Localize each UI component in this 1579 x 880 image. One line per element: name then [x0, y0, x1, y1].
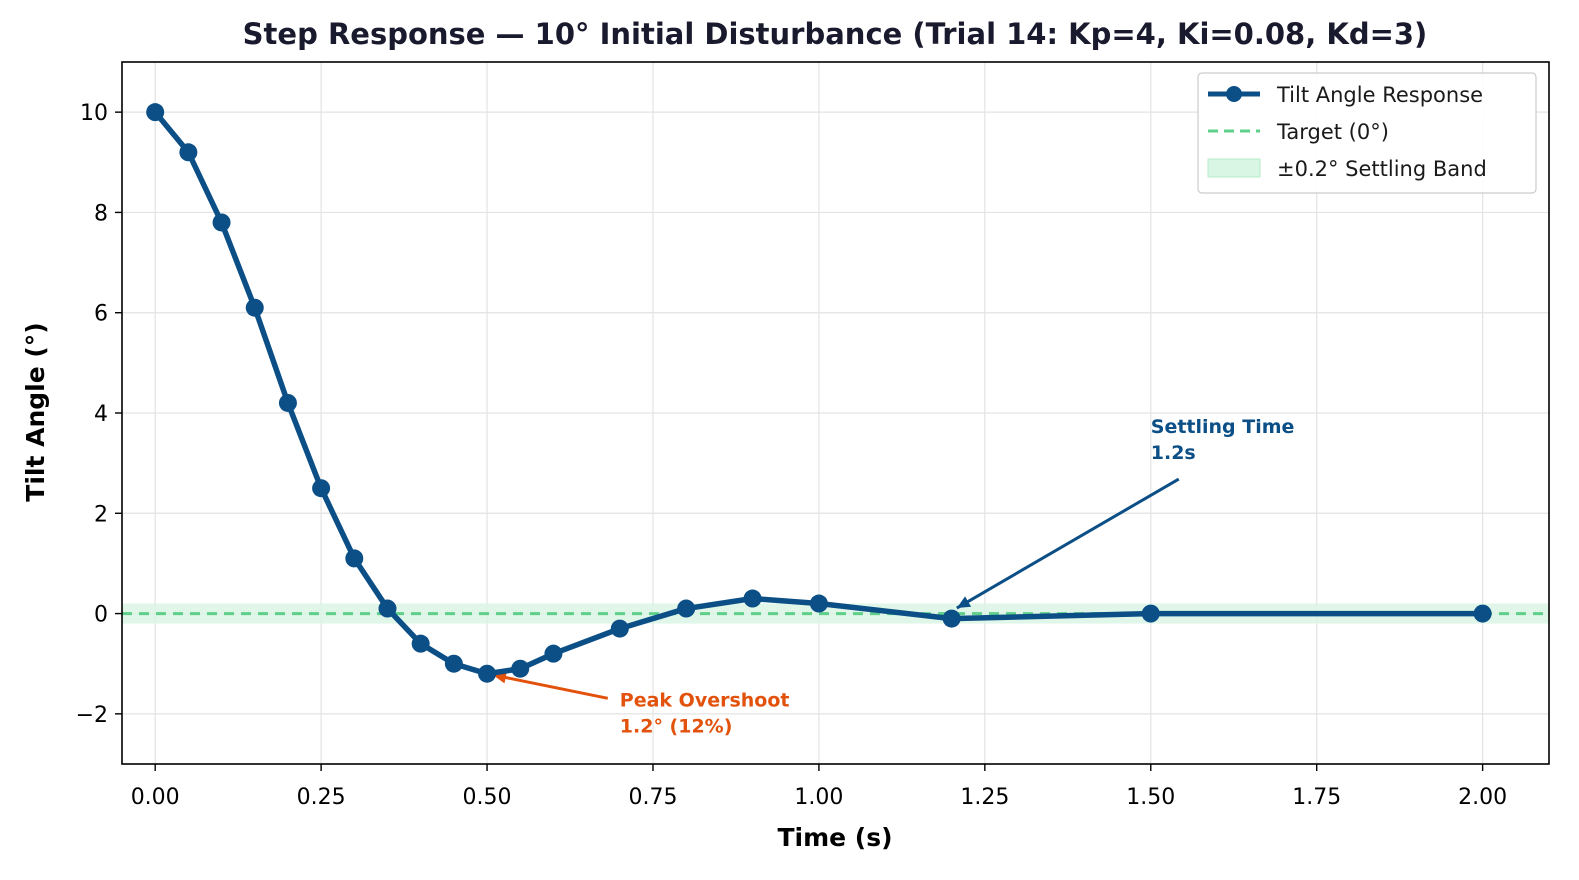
- y-tick-label: 10: [80, 101, 108, 126]
- x-axis-ticks: 0.00 0.25 0.50 0.75 1.00 1.25 1.50 1.75 2.00: [131, 764, 1507, 810]
- x-tick-label: 0.25: [297, 785, 346, 810]
- series-line-tilt-angle: [153, 110, 1483, 677]
- annotation-texts: Peak Overshoot 1.2° (12%) Settling Time 1.2…: [620, 416, 1295, 737]
- y-tick-label: 4: [94, 402, 108, 427]
- x-axis-label: Time (s): [777, 823, 892, 852]
- y-axis-ticks: −2 0 2 4 6 8 10: [76, 101, 122, 728]
- data-point: [478, 664, 497, 683]
- legend-box: [1197, 72, 1537, 194]
- legend-swatch-band: [1207, 158, 1261, 178]
- x-tick-label: 1.50: [1126, 785, 1175, 810]
- y-axis-label: Tilt Angle (°): [21, 322, 50, 501]
- data-point: [1141, 604, 1160, 623]
- data-point: [411, 634, 430, 653]
- data-point: [378, 599, 397, 618]
- data-points: [146, 103, 1492, 683]
- data-point: [677, 599, 696, 618]
- annotation-arrow-line: [956, 477, 1180, 610]
- data-point: [809, 594, 828, 613]
- data-point: [942, 609, 961, 628]
- legend-marker-series: [1226, 86, 1242, 102]
- x-tick-label: 0.50: [463, 785, 512, 810]
- settling-band: [122, 603, 1549, 624]
- x-tick-label: 1.25: [960, 785, 1009, 810]
- annotation-text: 1.2s: [1151, 442, 1196, 464]
- data-point: [743, 589, 762, 608]
- data-point: [1473, 604, 1492, 623]
- y-tick-label: 8: [94, 201, 108, 226]
- data-point: [544, 644, 563, 663]
- legend-label-series: Tilt Angle Response: [1276, 83, 1483, 107]
- annotation-arrows: [492, 477, 1180, 700]
- data-point: [146, 103, 165, 122]
- annotation-text: Settling Time: [1151, 416, 1295, 438]
- data-point: [511, 659, 530, 678]
- x-tick-label: 1.00: [794, 785, 843, 810]
- x-tick-label: 1.75: [1292, 785, 1341, 810]
- annotation-arrow-line: [492, 673, 609, 700]
- data-point: [212, 213, 231, 232]
- y-tick-label: 6: [94, 302, 108, 327]
- legend-label-target: Target (0°): [1276, 120, 1389, 144]
- legend: Tilt Angle Response Target (0°) ±0.2° Se…: [1197, 72, 1537, 194]
- data-point: [245, 298, 264, 317]
- chart-title: Step Response — 10° Initial Disturbance …: [243, 17, 1428, 51]
- x-tick-label: 2.00: [1458, 785, 1507, 810]
- data-point: [179, 143, 198, 162]
- x-tick-label: 0.00: [131, 785, 180, 810]
- data-point: [610, 619, 629, 638]
- x-tick-label: 0.75: [628, 785, 677, 810]
- data-point: [444, 654, 463, 673]
- y-tick-label: 2: [94, 502, 108, 527]
- annotation-arrow-head: [956, 596, 972, 609]
- annotation-text: Peak Overshoot: [620, 689, 790, 711]
- data-point: [312, 479, 331, 498]
- data-point: [345, 549, 364, 568]
- y-tick-label: −2: [76, 703, 108, 728]
- legend-label-band: ±0.2° Settling Band: [1277, 157, 1487, 181]
- annotation-text: 1.2° (12%): [620, 715, 733, 737]
- y-tick-label: 0: [94, 603, 108, 628]
- data-point: [278, 393, 297, 412]
